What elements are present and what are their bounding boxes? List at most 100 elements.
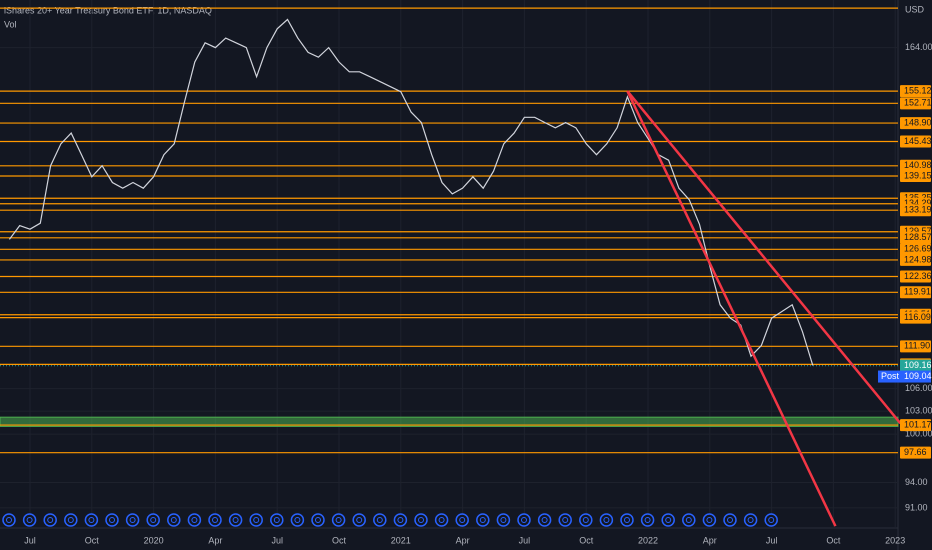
dividend-icon [273, 517, 280, 523]
dividend-icon [603, 517, 610, 523]
y-tick-label: 91.00 [905, 502, 928, 512]
dividend-icon [352, 513, 366, 527]
dividend-icon [496, 513, 511, 527]
level-tag-label: 97.66 [904, 447, 927, 457]
level-tag [900, 231, 931, 244]
dividend-icon [43, 513, 57, 527]
dividend-icon [146, 513, 160, 527]
dividend-icon [558, 513, 572, 527]
level-tag [900, 253, 931, 266]
y-tick-label: 94.00 [905, 477, 928, 487]
dividend-icon [22, 513, 37, 527]
dividend-icon [747, 517, 754, 523]
dividend-icon [702, 513, 717, 527]
dividend-icon [438, 517, 445, 523]
post-price-label: 109.04 [904, 371, 932, 381]
chart-subtitle: Vol [4, 19, 17, 29]
dividend-icon [64, 513, 78, 527]
dividend-icon [459, 517, 466, 523]
dividend-icon [331, 513, 346, 527]
dividend-icon [685, 517, 692, 523]
chart-title: iShares 20+ Year Treasury Bond ETF, 1D, … [4, 5, 212, 15]
x-tick-label: Apr [456, 535, 470, 545]
x-tick-label: 2020 [144, 535, 164, 545]
level-tag [900, 204, 931, 217]
dividend-icon [26, 517, 33, 523]
level-tag [900, 270, 931, 283]
y-tick-label: 100.00 [905, 429, 932, 439]
y-tick-label: 103.00 [905, 405, 932, 415]
level-tag-label: 133.19 [904, 205, 932, 215]
dividend-icon [373, 513, 387, 527]
dividend-icon [723, 513, 737, 527]
dividend-icon [105, 513, 119, 527]
level-tag [900, 446, 931, 459]
dividend-icon [170, 517, 177, 523]
post-tag-label: Post [881, 371, 900, 381]
dividend-icon [232, 517, 239, 523]
dividend-icon [624, 517, 630, 523]
level-tag [900, 419, 931, 432]
dividend-icon [764, 513, 778, 527]
x-tick-label: Oct [579, 535, 594, 545]
x-tick-label: Oct [85, 535, 100, 545]
dividend-icon [125, 513, 140, 527]
dividend-icon [294, 517, 301, 523]
dividend-icon [661, 513, 675, 527]
level-tag-label: 129.57 [904, 226, 932, 236]
post-price-tag [900, 370, 931, 383]
last-price-label: 109.16 [904, 360, 932, 370]
dividend-icon [582, 517, 589, 523]
x-tick-label: Jul [519, 535, 531, 545]
level-tag [900, 117, 931, 130]
price-line [8, 18, 814, 366]
y-tick-label: 106.00 [905, 383, 932, 393]
level-tag [900, 286, 931, 299]
dividend-icon [541, 517, 548, 523]
dividend-icon [537, 513, 552, 527]
dividend-icon [620, 513, 634, 527]
dividend-icon [562, 517, 569, 523]
dividend-icon [644, 517, 651, 523]
level-tag-label: 140.98 [904, 160, 932, 170]
dividend-icon [129, 517, 136, 523]
dividend-icon [290, 513, 305, 527]
dividend-icon [706, 517, 713, 523]
dividend-icon [665, 517, 672, 523]
dividend-icon [376, 517, 383, 523]
dividend-icon [187, 513, 202, 527]
dividend-icon [393, 513, 408, 527]
last-price-tag [900, 359, 931, 372]
x-tick-label: Apr [703, 535, 717, 545]
trendline [626, 90, 837, 527]
level-tag-label: 139.15 [904, 170, 932, 180]
level-tag-label: 134.29 [904, 198, 932, 208]
x-tick-label: Oct [826, 535, 841, 545]
currency: USD [905, 4, 925, 14]
level-tag-label: 101.17 [904, 419, 932, 429]
dividend-icon [727, 517, 733, 523]
dividend-icon [311, 513, 325, 527]
y-tick-label: 164.00 [905, 42, 932, 52]
dividend-icon [579, 513, 593, 527]
dividend-icon [150, 517, 157, 523]
dividend-icon [335, 517, 342, 523]
level-tag [900, 97, 931, 110]
dividend-icon [109, 517, 115, 523]
dividend-icon [47, 517, 54, 523]
level-tag [900, 170, 931, 183]
dividend-icon [84, 513, 99, 527]
dividend-icon [228, 513, 243, 527]
dividend-icon [479, 517, 486, 523]
dividend-icon [67, 517, 74, 523]
level-tag [900, 135, 931, 148]
level-tag-label: 155.12 [904, 85, 932, 95]
dividend-icon [500, 517, 507, 523]
x-tick-label: 2021 [391, 535, 411, 545]
level-tag-label: 152.71 [904, 98, 932, 108]
x-tick-label: Oct [332, 535, 347, 545]
dividend-icon [476, 513, 490, 527]
level-tag [900, 243, 931, 256]
level-tag [900, 85, 931, 98]
